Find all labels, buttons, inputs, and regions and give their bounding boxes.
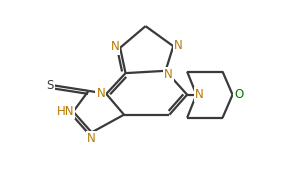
Text: N: N bbox=[195, 88, 204, 101]
Text: N: N bbox=[164, 68, 173, 81]
Text: HN: HN bbox=[57, 105, 74, 118]
Text: O: O bbox=[234, 88, 243, 101]
Text: N: N bbox=[174, 39, 183, 52]
Text: N: N bbox=[97, 87, 105, 100]
Text: S: S bbox=[46, 79, 54, 92]
Text: N: N bbox=[87, 132, 96, 145]
Text: N: N bbox=[110, 40, 119, 53]
